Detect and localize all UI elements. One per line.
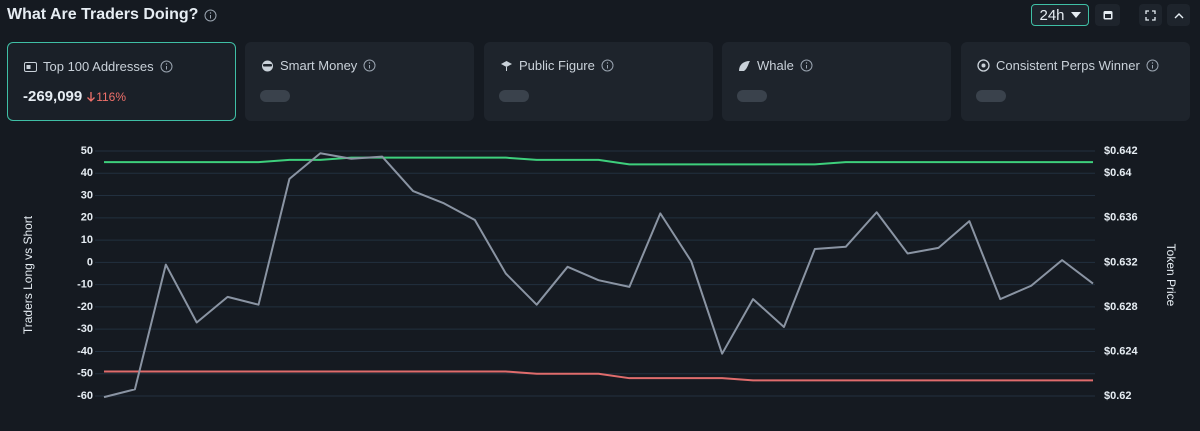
y-axis-title: Traders Long vs Short (21, 215, 35, 334)
y2-axis-title: Token Price (1164, 244, 1178, 307)
y-tick-label: -40 (77, 345, 93, 357)
loading-placeholder (976, 90, 1006, 102)
info-icon[interactable] (363, 59, 376, 72)
header-title: What Are Traders Doing? (7, 6, 217, 24)
card-icon (262, 60, 273, 71)
card[interactable]: Top 100 Addresses -269,099 116% (7, 42, 236, 121)
y2-tick-label: $0.64 (1104, 167, 1132, 179)
y2-tick-label: $0.624 (1104, 345, 1139, 357)
card-label: Public Figure (519, 58, 595, 73)
series-line (103, 152, 1094, 399)
info-icon[interactable] (1146, 59, 1159, 72)
card[interactable]: Whale (722, 42, 951, 121)
y-tick-label: 10 (81, 234, 93, 246)
y2-tick-label: $0.632 (1104, 256, 1138, 268)
y-tick-label: 0 (87, 256, 93, 268)
loading-placeholder (737, 90, 767, 102)
loading-placeholder (499, 90, 529, 102)
card-label: Top 100 Addresses (43, 59, 154, 74)
info-icon[interactable] (204, 9, 217, 22)
expand-icon (1145, 9, 1156, 21)
y2-tick-label: $0.636 (1104, 212, 1138, 224)
card-icon (24, 61, 37, 72)
y-tick-label: -30 (77, 323, 93, 335)
y-tick-label: 40 (81, 167, 93, 179)
info-icon[interactable] (160, 60, 173, 73)
card-icon (501, 60, 512, 71)
loading-placeholder (260, 90, 290, 102)
y-tick-label: -20 (77, 301, 93, 313)
card[interactable]: Consistent Perps Winner (961, 42, 1190, 121)
y-tick-label: 20 (81, 212, 93, 224)
caret-icon (1070, 12, 1081, 18)
collapse-button[interactable] (1167, 4, 1190, 26)
card-value: -269,099 (23, 88, 83, 105)
y2-tick-label: $0.62 (1104, 390, 1132, 402)
y-tick-label: 30 (81, 189, 93, 201)
card-icon (739, 60, 750, 71)
card-change: 116% (96, 89, 127, 104)
y2-tick-label: $0.642 (1104, 145, 1138, 157)
chevron-up-icon (1174, 12, 1183, 18)
calendar-button[interactable] (1095, 4, 1120, 26)
down-arrow-icon (87, 92, 96, 102)
y-tick-label: -60 (77, 390, 93, 402)
timeframe-text: 24h (1039, 6, 1065, 24)
card-label: Smart Money (280, 58, 358, 73)
card-icon (977, 59, 990, 72)
card-label: Whale (757, 58, 794, 73)
y-tick-label: -50 (77, 368, 93, 380)
y2-tick-label: $0.628 (1104, 301, 1138, 313)
series-line (104, 156, 1093, 166)
fullscreen-button[interactable] (1139, 4, 1162, 26)
card[interactable]: Public Figure (484, 42, 713, 121)
info-icon[interactable] (601, 59, 614, 72)
series-line (104, 370, 1093, 382)
calendar-icon (1103, 11, 1112, 20)
y-tick-label: -10 (77, 279, 93, 291)
y-tick-label: 50 (81, 145, 93, 157)
card[interactable]: Smart Money (245, 42, 474, 121)
timeframe-dropdown[interactable]: 24h (1031, 4, 1089, 26)
info-icon[interactable] (800, 59, 813, 72)
title-text: What Are Traders Doing? (7, 6, 199, 23)
card-label: Consistent Perps Winner (996, 58, 1140, 73)
